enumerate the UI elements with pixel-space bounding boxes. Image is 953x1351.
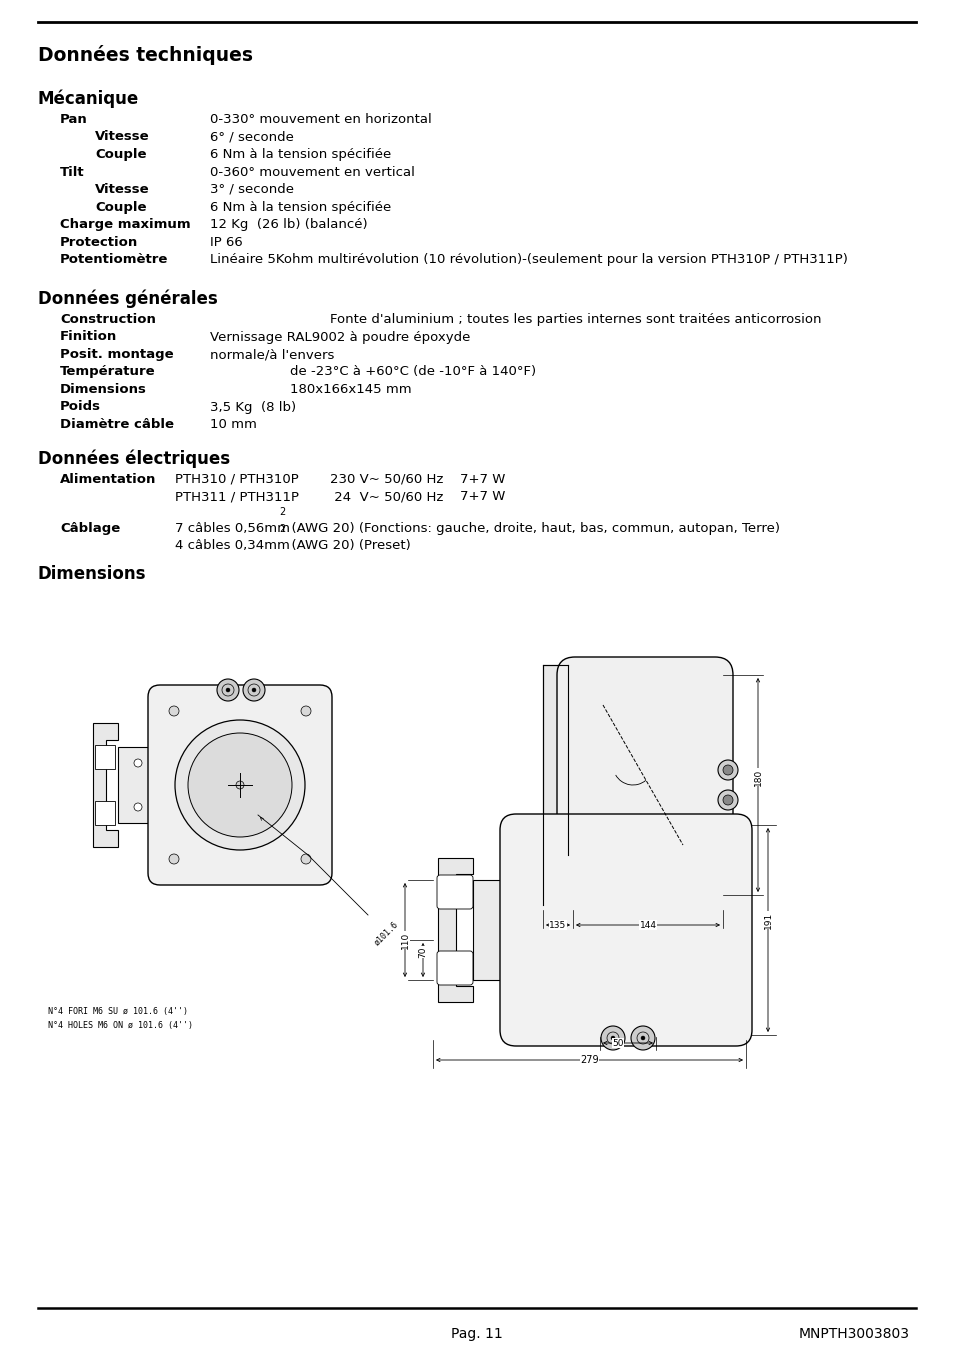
Polygon shape [542, 855, 722, 905]
Polygon shape [542, 665, 567, 855]
Text: Potentiomètre: Potentiomètre [60, 253, 168, 266]
Text: PTH310 / PTH310P: PTH310 / PTH310P [174, 473, 298, 486]
Circle shape [174, 720, 305, 850]
Text: 12 Kg  (26 lb) (balancé): 12 Kg (26 lb) (balancé) [210, 218, 367, 231]
Text: de -23°C à +60°C (de -10°F à 140°F): de -23°C à +60°C (de -10°F à 140°F) [290, 366, 536, 378]
Text: 4 câbles 0,34mm: 4 câbles 0,34mm [174, 539, 290, 553]
Text: N°4 HOLES M6 ON ø 101.6 (4''): N°4 HOLES M6 ON ø 101.6 (4'') [48, 1021, 193, 1029]
Text: Linéaire 5Kohm multirévolution (10 révolution)-(seulement pour la version PTH310: Linéaire 5Kohm multirévolution (10 révol… [210, 253, 847, 266]
Text: Fonte d'aluminium ; toutes les parties internes sont traitées anticorrosion: Fonte d'aluminium ; toutes les parties i… [330, 313, 821, 326]
Text: Dimensions: Dimensions [60, 382, 147, 396]
Text: Câblage: Câblage [60, 521, 120, 535]
Text: Données techniques: Données techniques [38, 45, 253, 65]
Text: 180: 180 [753, 769, 761, 786]
Text: 6° / seconde: 6° / seconde [210, 131, 294, 143]
Text: 135: 135 [549, 920, 566, 929]
Text: Données générales: Données générales [38, 290, 217, 308]
Text: 2: 2 [278, 507, 285, 517]
Text: Vitesse: Vitesse [95, 131, 150, 143]
Text: 0-360° mouvement en vertical: 0-360° mouvement en vertical [210, 166, 415, 178]
Polygon shape [92, 723, 118, 847]
Text: MNPTH3003803: MNPTH3003803 [799, 1327, 909, 1342]
Circle shape [133, 759, 142, 767]
Text: 110: 110 [400, 931, 409, 948]
Text: Vitesse: Vitesse [95, 182, 150, 196]
Text: 7 câbles 0,56mm: 7 câbles 0,56mm [174, 521, 290, 535]
Polygon shape [118, 747, 156, 823]
Text: 24  V~ 50/60 Hz: 24 V~ 50/60 Hz [330, 490, 443, 504]
Text: Pag. 11: Pag. 11 [451, 1327, 502, 1342]
Text: 191: 191 [762, 912, 772, 928]
Bar [95, 801, 115, 825]
Text: Couple: Couple [95, 149, 147, 161]
Text: IP 66: IP 66 [210, 235, 242, 249]
Text: 70: 70 [418, 946, 427, 958]
Text: 7+7 W: 7+7 W [459, 490, 505, 504]
Circle shape [169, 854, 179, 865]
Circle shape [722, 794, 732, 805]
Text: Pan: Pan [60, 113, 88, 126]
Circle shape [718, 761, 738, 780]
Text: 144: 144 [639, 920, 656, 929]
Circle shape [216, 680, 239, 701]
Text: Dimensions: Dimensions [38, 565, 147, 584]
Circle shape [188, 734, 292, 838]
Circle shape [169, 707, 179, 716]
Text: Couple: Couple [95, 200, 147, 213]
Circle shape [630, 1025, 655, 1050]
Text: 3,5 Kg  (8 lb): 3,5 Kg (8 lb) [210, 400, 295, 413]
Text: 7+7 W: 7+7 W [459, 473, 505, 486]
Circle shape [235, 781, 244, 789]
Text: 6 Nm à la tension spécifiée: 6 Nm à la tension spécifiée [210, 200, 391, 213]
Circle shape [252, 688, 255, 692]
Circle shape [610, 1036, 615, 1040]
Text: 230 V~ 50/60 Hz: 230 V~ 50/60 Hz [330, 473, 443, 486]
FancyBboxPatch shape [499, 815, 751, 1046]
Text: normale/à l'envers: normale/à l'envers [210, 349, 334, 361]
Text: 10 mm: 10 mm [210, 417, 256, 431]
FancyBboxPatch shape [148, 685, 332, 885]
Text: N°4 FORI M6 SU ø 101.6 (4''): N°4 FORI M6 SU ø 101.6 (4'') [48, 1006, 188, 1016]
Text: Alimentation: Alimentation [60, 473, 156, 486]
Text: Poids: Poids [60, 400, 101, 413]
Text: 180x166x145 mm: 180x166x145 mm [290, 382, 411, 396]
Polygon shape [437, 858, 473, 1002]
Text: (AWG 20) (Fonctions: gauche, droite, haut, bas, commun, autopan, Terre): (AWG 20) (Fonctions: gauche, droite, hau… [283, 521, 780, 535]
Text: Données électriques: Données électriques [38, 450, 230, 469]
Text: Construction: Construction [60, 313, 155, 326]
Text: PTH311 / PTH311P: PTH311 / PTH311P [174, 490, 298, 504]
Text: ø101.6: ø101.6 [373, 920, 400, 947]
Text: Charge maximum: Charge maximum [60, 218, 191, 231]
Text: 279: 279 [579, 1055, 598, 1065]
FancyBboxPatch shape [557, 657, 732, 913]
Circle shape [301, 707, 311, 716]
Text: 50: 50 [612, 1039, 623, 1047]
Polygon shape [473, 880, 510, 979]
Text: 3° / seconde: 3° / seconde [210, 182, 294, 196]
Circle shape [600, 1025, 624, 1050]
Text: 6 Nm à la tension spécifiée: 6 Nm à la tension spécifiée [210, 149, 391, 161]
Circle shape [133, 802, 142, 811]
FancyBboxPatch shape [436, 875, 473, 909]
Circle shape [722, 765, 732, 775]
FancyBboxPatch shape [436, 951, 473, 985]
Circle shape [640, 1036, 644, 1040]
Circle shape [718, 790, 738, 811]
Text: Vernissage RAL9002 à poudre époxyde: Vernissage RAL9002 à poudre époxyde [210, 331, 470, 343]
Bar [95, 744, 115, 769]
Circle shape [226, 688, 230, 692]
Text: Finition: Finition [60, 331, 117, 343]
Text: 0-330° mouvement en horizontal: 0-330° mouvement en horizontal [210, 113, 432, 126]
Text: Tilt: Tilt [60, 166, 85, 178]
Text: Mécanique: Mécanique [38, 91, 139, 108]
Text: (AWG 20) (Preset): (AWG 20) (Preset) [283, 539, 411, 553]
Text: 2: 2 [278, 524, 285, 535]
Text: Température: Température [60, 366, 155, 378]
Circle shape [243, 680, 265, 701]
Text: Diamètre câble: Diamètre câble [60, 417, 173, 431]
Text: Protection: Protection [60, 235, 138, 249]
Circle shape [301, 854, 311, 865]
Text: Posit. montage: Posit. montage [60, 349, 173, 361]
